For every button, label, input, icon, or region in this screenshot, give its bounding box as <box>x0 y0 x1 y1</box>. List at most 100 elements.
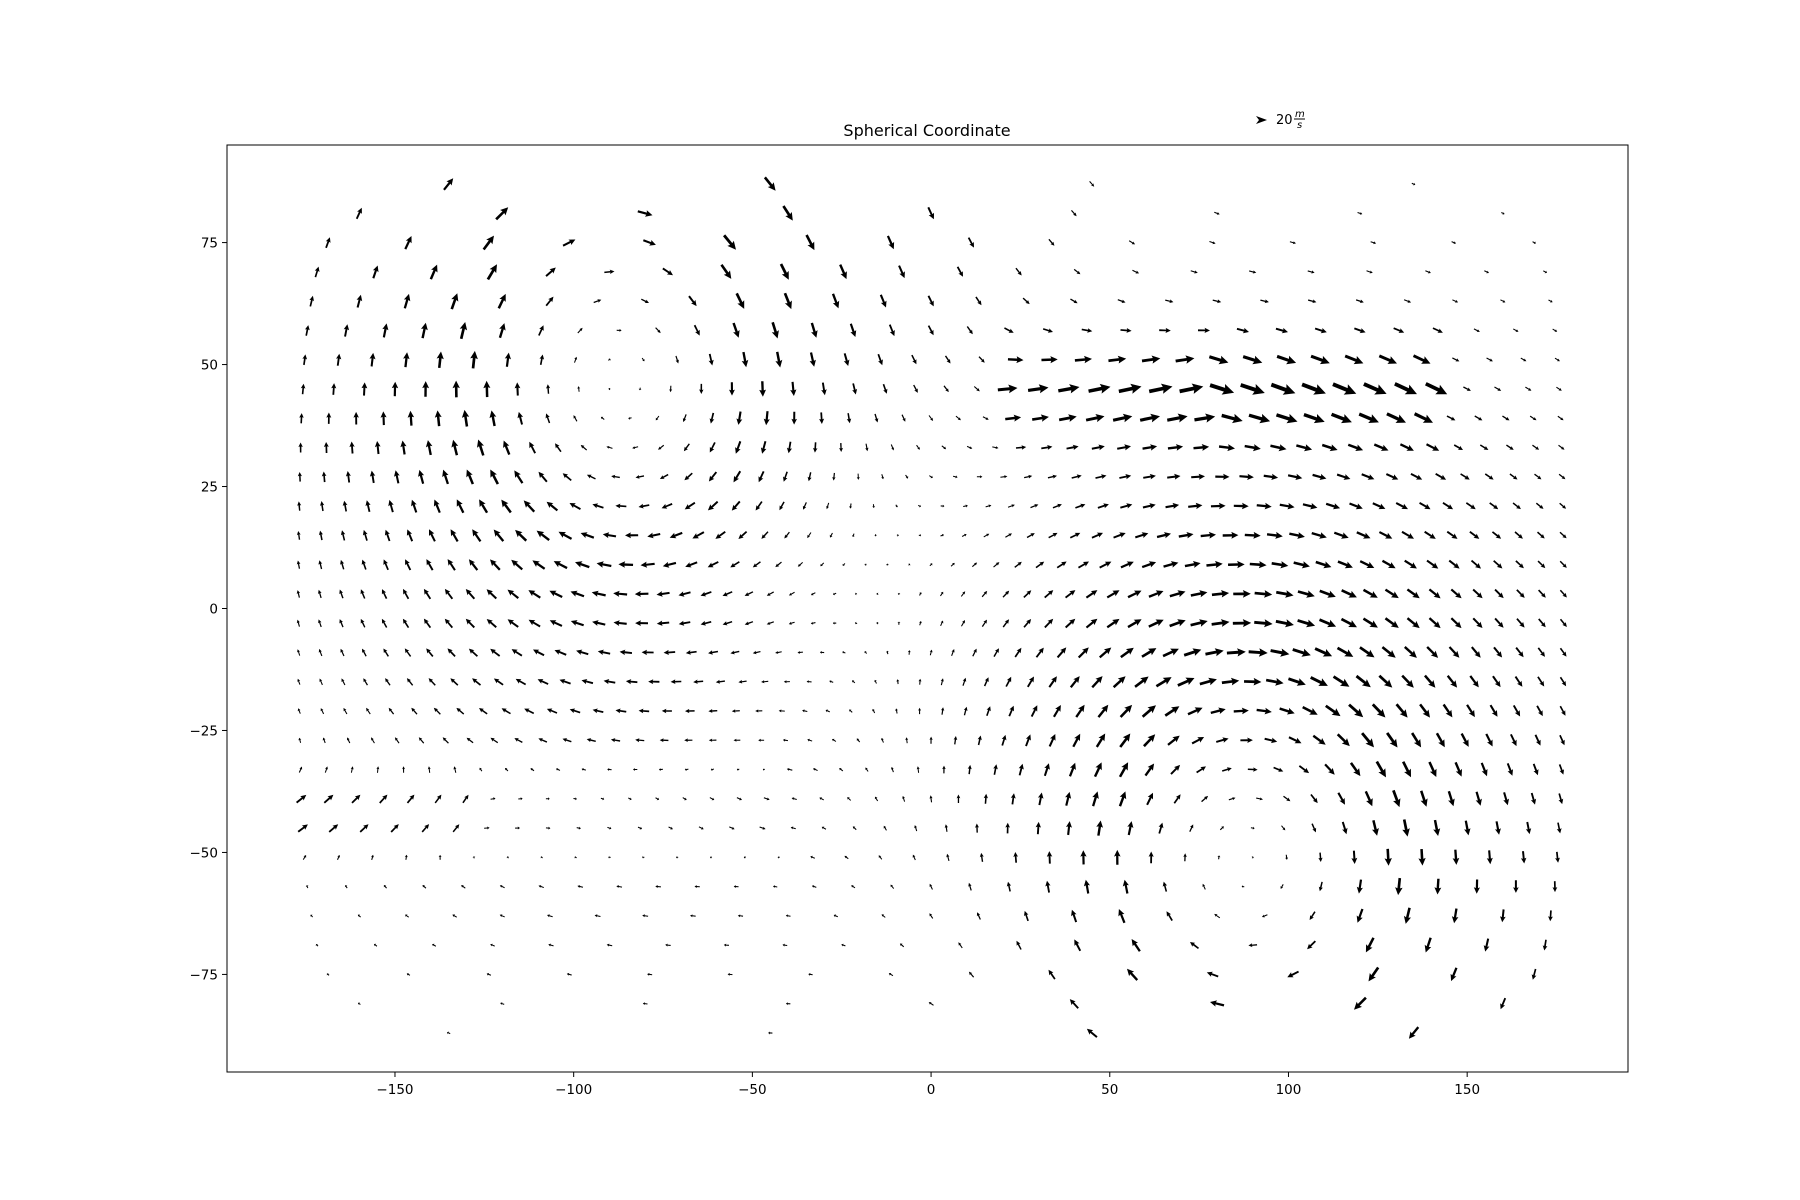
quiver-arrow <box>339 619 344 628</box>
quiver-arrow <box>1447 790 1455 807</box>
quiver-arrow <box>642 855 645 859</box>
quiver-arrow <box>1178 532 1194 539</box>
quiver-arrow <box>1283 795 1291 802</box>
quiver-arrow <box>423 588 432 600</box>
quiver-arrow <box>429 264 438 280</box>
quiver-arrow <box>1463 386 1471 391</box>
quiver-arrow <box>406 529 414 542</box>
quiver-arrow <box>1363 382 1387 395</box>
quiver-arrow <box>602 532 617 539</box>
quiver-arrow <box>1048 238 1055 246</box>
quiver-arrow <box>1372 502 1386 510</box>
quiver-arrow <box>1520 357 1527 362</box>
quiver-arrow <box>1535 502 1544 509</box>
quiver-arrow <box>418 469 425 484</box>
quiver-arrow <box>577 386 581 392</box>
quiver-arrow <box>1228 560 1245 569</box>
quiver-arrow <box>1058 384 1080 394</box>
quiver-arrow <box>1072 733 1081 748</box>
quiver-arrow <box>675 355 679 364</box>
quiver-arrow <box>574 356 578 363</box>
quiver-arrow <box>901 414 906 422</box>
quiver-arrow <box>1196 766 1206 774</box>
quiver-arrow <box>444 618 453 629</box>
quiver-arrow <box>992 446 999 449</box>
quiver-arrow <box>1210 707 1226 714</box>
quiver-arrow <box>918 504 921 508</box>
quiver-arrow <box>1256 502 1272 510</box>
quiver-arrow <box>715 531 726 539</box>
quiver-arrow <box>1472 588 1483 599</box>
quiver-arrow <box>514 470 524 484</box>
quiver-arrow <box>447 1031 451 1035</box>
quiver-arrow <box>1065 590 1076 599</box>
quiver-arrow <box>1256 707 1272 715</box>
quiver-arrow <box>805 234 815 251</box>
quiver-arrow <box>895 504 898 508</box>
quiver-arrow <box>1501 212 1505 215</box>
quiver-arrow <box>1472 617 1483 628</box>
quiver-arrow <box>1381 646 1396 658</box>
quiver-arrow <box>1005 533 1012 538</box>
quiver-arrow <box>1483 938 1490 952</box>
quiver-arrow <box>722 621 733 626</box>
quiver-arrow <box>1362 617 1378 628</box>
quiver-arrow <box>972 562 978 568</box>
quiver-arrow <box>443 178 454 191</box>
quiver-arrow <box>647 532 661 539</box>
quiver-arrow <box>682 414 687 423</box>
quiver-arrow <box>353 411 359 425</box>
quiver-arrow <box>479 708 488 715</box>
quiver-arrow <box>1190 270 1198 274</box>
quiver-arrow <box>983 793 988 804</box>
quiver-arrow <box>1139 413 1160 423</box>
quiver-arrow <box>944 355 951 364</box>
quiver-arrow <box>1095 474 1107 479</box>
quiver-arrow <box>1248 413 1271 424</box>
quiver-arrow <box>356 294 363 308</box>
quiver-key-unit-den: s <box>1297 120 1302 131</box>
quiver-arrow <box>1250 826 1255 830</box>
quiver-arrow <box>1026 533 1035 539</box>
quiver-arrow <box>427 766 431 773</box>
quiver-arrow <box>888 324 895 337</box>
quiver-arrow <box>486 619 497 628</box>
quiver-arrow <box>1381 559 1396 569</box>
quiver-arrow <box>950 562 955 567</box>
quiver-arrow <box>682 797 687 801</box>
quiver-arrow <box>495 207 509 221</box>
quiver-arrow <box>1024 474 1033 479</box>
quiver-arrow <box>1209 383 1235 395</box>
quiver-arrow <box>1083 879 1090 894</box>
quiver-arrow <box>1452 357 1460 362</box>
quiver-arrow <box>1321 443 1338 452</box>
quiver-key: 20 m s <box>1256 109 1305 131</box>
quiver-arrow <box>628 797 632 801</box>
quiver-arrow <box>736 411 743 425</box>
quiver-arrow <box>1552 328 1558 332</box>
quiver-arrow <box>632 446 639 449</box>
quiver-arrow <box>562 239 576 247</box>
quiver-arrow <box>797 650 803 654</box>
quiver-arrow <box>669 531 683 539</box>
quiver-arrow <box>472 678 481 686</box>
quiver-arrow <box>1273 766 1284 772</box>
quiver-arrow <box>1559 618 1567 627</box>
quiver-arrow <box>619 649 632 656</box>
quiver-arrow <box>886 563 889 567</box>
quiver-arrow <box>1004 327 1014 333</box>
quiver-arrow <box>1372 820 1379 836</box>
quiver-arrow <box>324 766 328 773</box>
quiver-arrow <box>710 768 714 771</box>
quiver-arrow <box>707 500 719 511</box>
quiver-arrow <box>1534 473 1542 480</box>
quiver-arrow <box>581 768 586 771</box>
quiver-arrow <box>808 972 813 976</box>
quiver-arrow <box>1048 969 1056 980</box>
quiver-arrow <box>538 471 548 483</box>
quiver-arrow <box>1325 502 1341 510</box>
quiver-arrow <box>890 884 895 889</box>
quiver-arrow <box>902 795 906 802</box>
quiver-arrow <box>731 500 741 511</box>
quiver-arrow <box>362 648 367 657</box>
